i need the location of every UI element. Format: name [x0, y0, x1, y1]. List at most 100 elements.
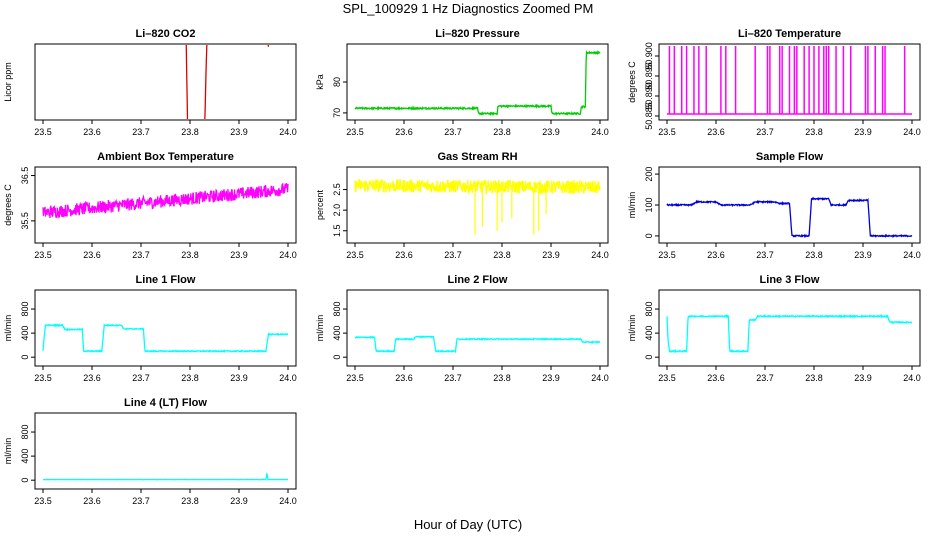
- x-tick-label: 23.7: [444, 373, 462, 383]
- y-tick-label: 0: [332, 355, 342, 360]
- data-series: [354, 335, 601, 354]
- x-tick-label: 23.7: [444, 127, 462, 137]
- data-series: [666, 196, 913, 239]
- x-tick-label: 23.6: [395, 127, 413, 137]
- x-tick-label: 23.6: [395, 250, 413, 260]
- y-tick-label: 400: [644, 326, 654, 341]
- x-tick-label: 24.0: [903, 127, 921, 137]
- series-line: [666, 196, 913, 239]
- x-tick-label: 23.5: [658, 250, 676, 260]
- chart-title: Li–820 Temperature: [738, 28, 841, 40]
- y-tick-label: 800: [644, 302, 654, 317]
- y-tick-label: 50.900: [644, 42, 654, 70]
- x-tick-label: 24.0: [279, 496, 297, 506]
- data-series: [42, 472, 289, 481]
- chart-title: Sample Flow: [756, 151, 824, 163]
- data-series: [354, 178, 601, 235]
- y-axis-label: ml/min: [627, 192, 637, 219]
- x-tick-label: 23.8: [181, 127, 199, 137]
- chart-title: Gas Stream RH: [437, 151, 517, 163]
- chart-panel-1: Li–820 CO2 Licor ppm 23.5 23.6 23.7 23.8 23.9 2…: [3, 28, 297, 137]
- x-tick-label: 23.8: [805, 127, 823, 137]
- y-axis-label: ml/min: [3, 315, 13, 342]
- x-tick-label: 23.6: [707, 127, 725, 137]
- x-tick-label: 23.9: [854, 127, 872, 137]
- x-tick-label: 24.0: [591, 373, 609, 383]
- y-tick-label: 36.5: [20, 167, 30, 185]
- x-tick-label: 23.7: [132, 373, 150, 383]
- y-tick-label: 50.885: [644, 102, 654, 130]
- x-tick-label: 23.7: [444, 250, 462, 260]
- y-tick-label: 400: [332, 326, 342, 341]
- x-tick-label: 23.6: [707, 373, 725, 383]
- x-tick-label: 23.6: [707, 250, 725, 260]
- x-tick-label: 23.8: [181, 373, 199, 383]
- y-tick-label: 1.5: [332, 224, 342, 237]
- x-tick-label: 23.7: [132, 496, 150, 506]
- x-tick-label: 24.0: [279, 373, 297, 383]
- y-axis-label: ml/min: [627, 315, 637, 342]
- chart-panel-9: Line 3 Flow ml/min 23.5 23.6 23.7 23.8 23.9 24.…: [627, 274, 921, 383]
- y-axis-label: kPa: [315, 74, 325, 90]
- plot-frame: [658, 289, 921, 367]
- x-tick-label: 23.5: [346, 250, 364, 260]
- chart-panel-2: Li–820 Pressure kPa 23.5 23.6 23.7 23.8 23.9 24…: [315, 28, 609, 137]
- plot-frame: [658, 43, 921, 121]
- series-line: [42, 472, 289, 481]
- chart-panel-5: Gas Stream RH percent 23.5 23.6 23.7 23.8 23.9…: [315, 151, 609, 260]
- x-tick-label: 23.5: [658, 127, 676, 137]
- figure-title: SPL_100929 1 Hz Diagnostics Zoomed PM: [342, 1, 594, 16]
- x-tick-label: 23.8: [805, 373, 823, 383]
- y-tick-label: 80: [332, 77, 342, 87]
- chart-panel-10: Line 4 (LT) Flow ml/min 23.5 23.6 23.7 23.8 23…: [3, 397, 297, 506]
- x-tick-label: 23.9: [230, 496, 248, 506]
- y-tick-label: 50.895: [644, 62, 654, 90]
- series-line: [666, 313, 913, 354]
- x-tick-label: 23.8: [493, 373, 511, 383]
- y-tick-label: 0: [644, 233, 654, 238]
- y-axis-label: degrees C: [627, 61, 637, 103]
- x-tick-label: 23.5: [34, 127, 52, 137]
- series-line: [354, 178, 601, 196]
- chart-panel-4: Ambient Box Temperature degrees C 23.5 23.6…: [3, 151, 297, 260]
- x-tick-label: 23.9: [230, 250, 248, 260]
- chart-title: Line 3 Flow: [760, 274, 820, 286]
- series-line: [42, 323, 289, 354]
- x-tick-label: 23.7: [756, 250, 774, 260]
- chart-panel-7: Line 1 Flow ml/min 23.5 23.6 23.7 23.8 23.9 24.…: [3, 274, 297, 383]
- series-line: [354, 335, 601, 354]
- x-tick-label: 24.0: [279, 250, 297, 260]
- x-tick-label: 23.6: [83, 496, 101, 506]
- x-tick-label: 23.5: [658, 373, 676, 383]
- x-tick-label: 24.0: [591, 250, 609, 260]
- y-axis-label: Licor ppm: [3, 62, 13, 102]
- y-tick-label: 35.5: [20, 212, 30, 230]
- data-series: [42, 323, 289, 354]
- x-tick-label: 23.9: [542, 127, 560, 137]
- chart-panel-8: Line 2 Flow ml/min 23.5 23.6 23.7 23.8 23.9 24.…: [315, 274, 609, 383]
- x-tick-label: 23.8: [181, 250, 199, 260]
- chart-title: Ambient Box Temperature: [97, 151, 234, 163]
- x-tick-label: 23.9: [230, 127, 248, 137]
- x-tick-label: 23.8: [181, 496, 199, 506]
- x-tick-label: 23.6: [83, 127, 101, 137]
- chart-panel-6: Sample Flow ml/min 23.5 23.6 23.7 23.8 23.9 24.…: [627, 151, 921, 260]
- x-tick-label: 24.0: [903, 250, 921, 260]
- x-tick-label: 23.9: [542, 373, 560, 383]
- x-tick-label: 23.5: [34, 496, 52, 506]
- y-tick-label: 2.5: [332, 183, 342, 196]
- series-line: [42, 182, 289, 219]
- x-tick-label: 23.7: [756, 373, 774, 383]
- y-tick-label: 200: [644, 167, 654, 182]
- x-tick-label: 23.7: [132, 250, 150, 260]
- x-tick-label: 23.8: [493, 250, 511, 260]
- chart-title: Line 4 (LT) Flow: [124, 397, 207, 409]
- y-tick-label: 100: [644, 197, 654, 212]
- y-tick-label: 0: [20, 355, 30, 360]
- data-series: [667, 46, 912, 115]
- x-tick-label: 23.9: [854, 250, 872, 260]
- y-axis-label: ml/min: [315, 315, 325, 342]
- y-tick-label: 2.0: [332, 204, 342, 217]
- y-tick-label: 800: [20, 302, 30, 317]
- chart-title: Li–820 Pressure: [435, 28, 519, 40]
